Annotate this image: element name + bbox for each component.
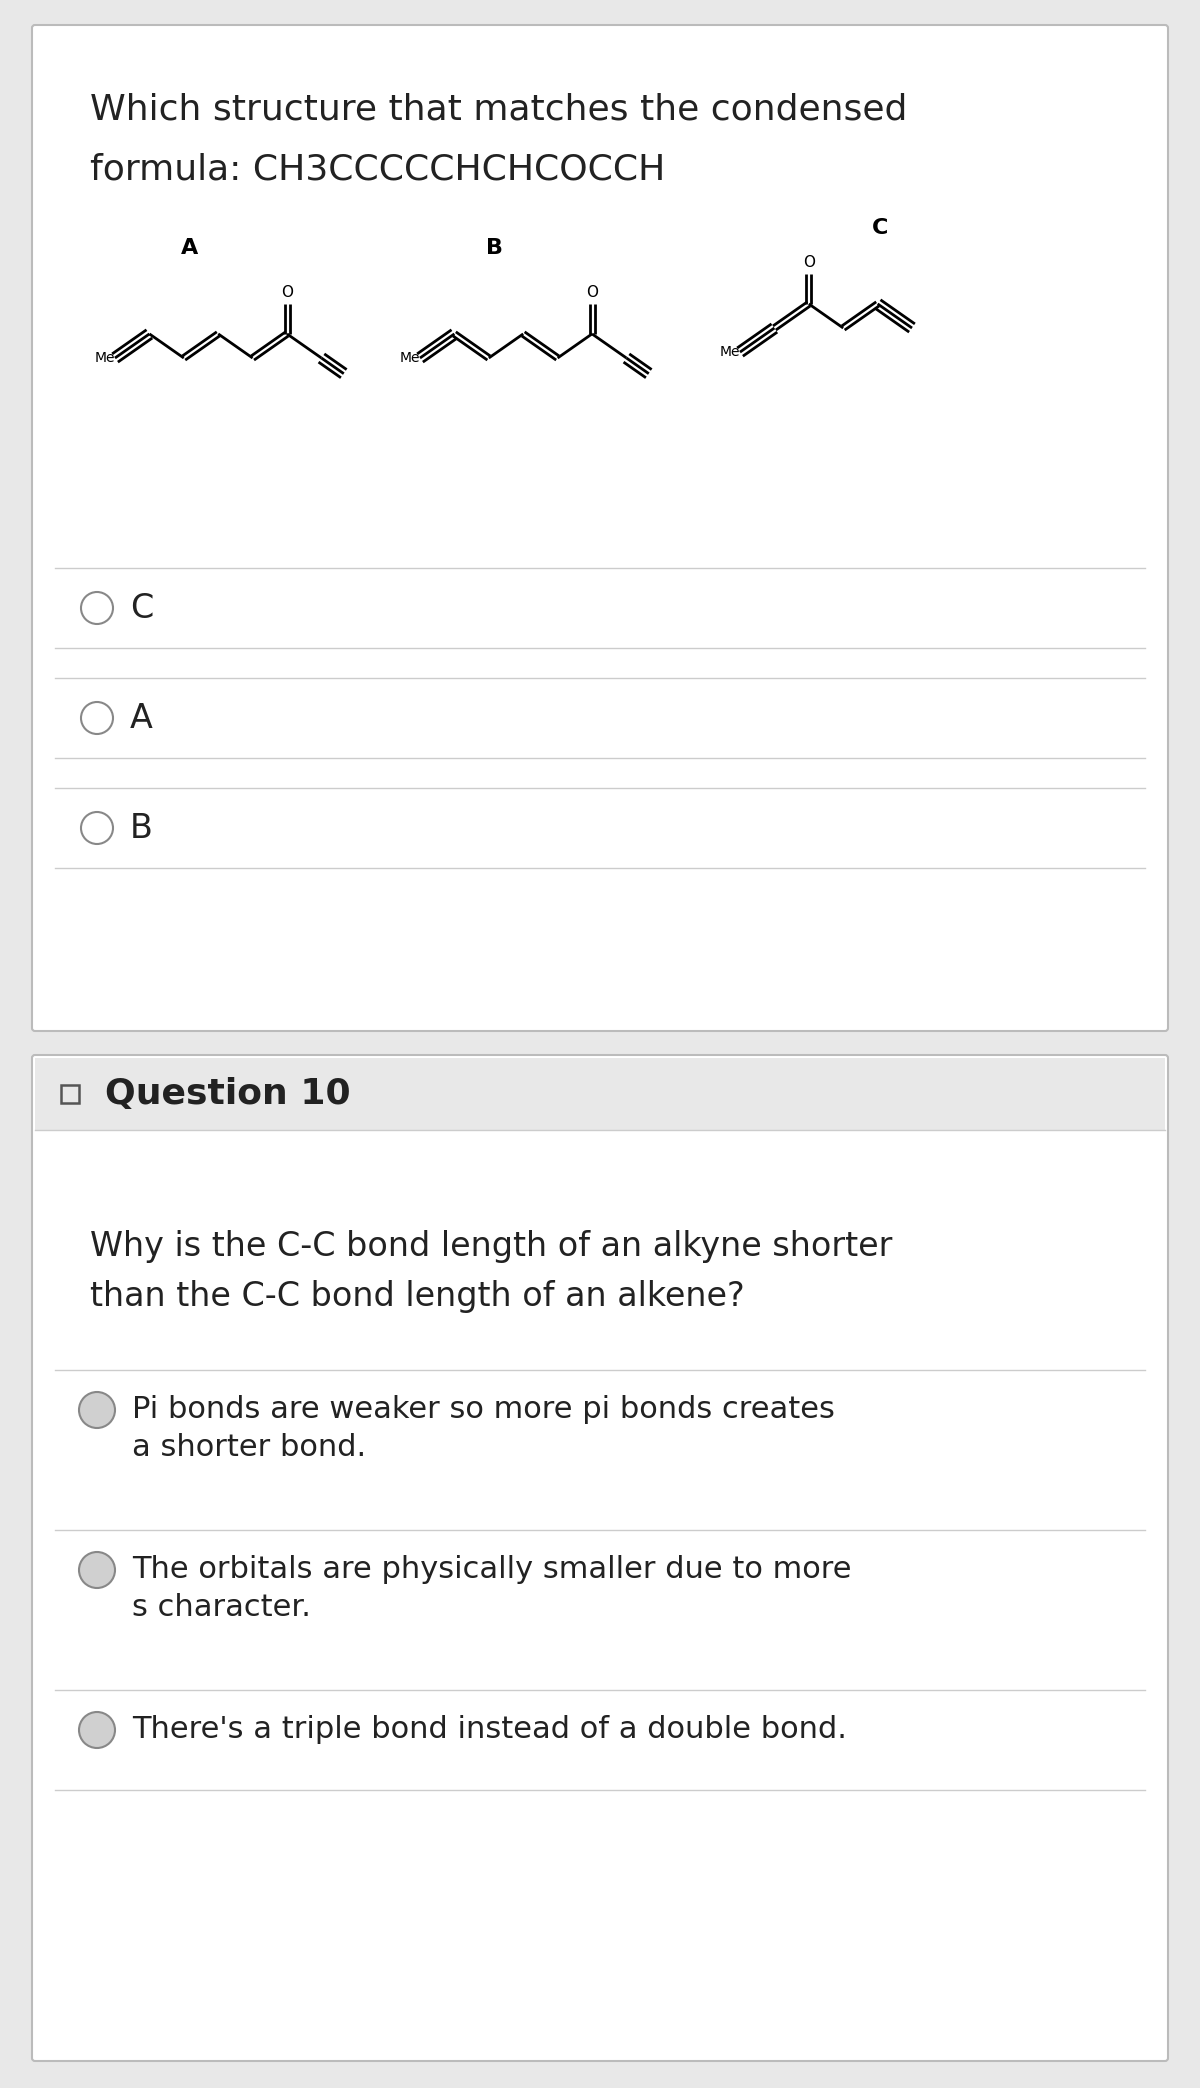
Circle shape (82, 593, 113, 624)
Circle shape (79, 1393, 115, 1428)
Text: Question 10: Question 10 (106, 1077, 350, 1111)
Text: C: C (872, 217, 888, 238)
FancyBboxPatch shape (32, 25, 1168, 1031)
Text: B: B (130, 812, 152, 844)
Text: Me: Me (720, 345, 740, 359)
Text: O: O (586, 284, 598, 301)
Circle shape (82, 812, 113, 844)
Text: B: B (486, 238, 504, 259)
Text: O: O (281, 284, 293, 301)
Circle shape (82, 702, 113, 735)
Text: A: A (181, 238, 199, 259)
Text: Why is the C-C bond length of an alkyne shorter: Why is the C-C bond length of an alkyne … (90, 1230, 893, 1263)
Text: formula: CH3CCCCCHСHCOCCH: formula: CH3CCCCCHСHCOCCH (90, 152, 665, 188)
Text: A: A (130, 702, 152, 735)
Text: a shorter bond.: a shorter bond. (132, 1434, 366, 1462)
Text: s character.: s character. (132, 1593, 311, 1622)
Circle shape (79, 1712, 115, 1748)
Text: Me: Me (400, 351, 420, 365)
FancyBboxPatch shape (32, 1054, 1168, 2061)
Text: C: C (130, 591, 154, 624)
Circle shape (79, 1551, 115, 1589)
Text: Pi bonds are weaker so more pi bonds creates: Pi bonds are weaker so more pi bonds cre… (132, 1395, 835, 1424)
Text: The orbitals are physically smaller due to more: The orbitals are physically smaller due … (132, 1556, 852, 1585)
Text: Which structure that matches the condensed: Which structure that matches the condens… (90, 94, 907, 127)
Text: There's a triple bond instead of a double bond.: There's a triple bond instead of a doubl… (132, 1716, 847, 1743)
Text: Me: Me (95, 351, 115, 365)
Text: O: O (803, 255, 815, 269)
Text: than the C-C bond length of an alkene?: than the C-C bond length of an alkene? (90, 1280, 745, 1313)
FancyBboxPatch shape (35, 1059, 1165, 1130)
